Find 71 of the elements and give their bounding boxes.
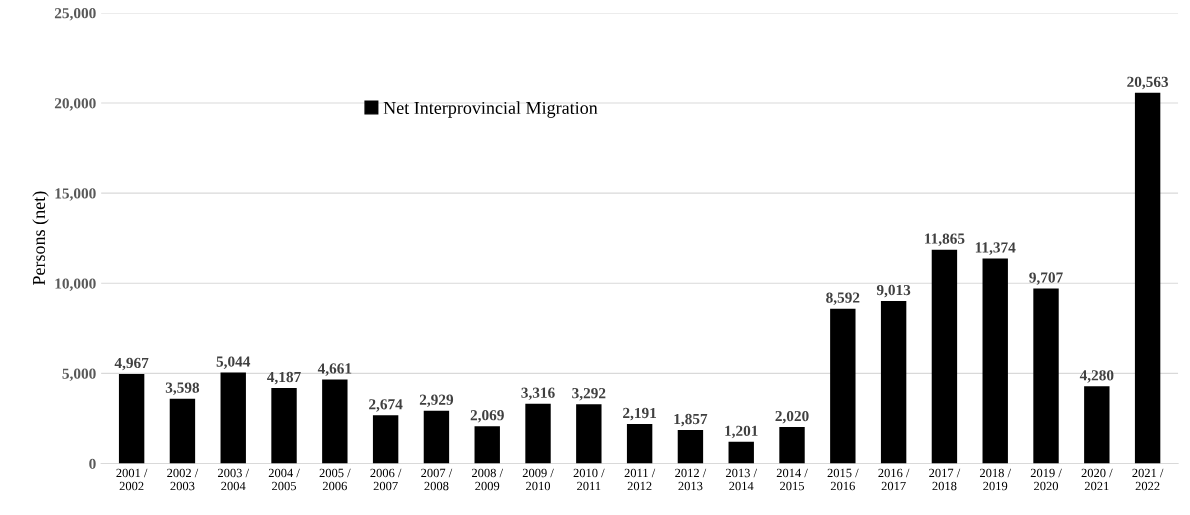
- x-tick-label: 2010 / 2011: [573, 468, 605, 491]
- x-tick-label: 2012 / 2013: [675, 468, 707, 491]
- x-tick-label: 2019 / 2020: [1030, 468, 1062, 491]
- bar: [982, 258, 1008, 464]
- text: 9,013: [876, 284, 911, 298]
- bar: [830, 308, 856, 464]
- x-tick-label: 2009 / 2010: [522, 468, 554, 491]
- text: 5,044: [216, 356, 251, 369]
- x-tick-label: 2021 / 2022: [1132, 468, 1164, 491]
- bar: [169, 398, 196, 464]
- bar: [474, 426, 500, 464]
- text: 4,280: [1079, 370, 1114, 383]
- text: 20,563: [1127, 76, 1169, 90]
- bar: [626, 424, 653, 464]
- y-tick-label: 5,000: [62, 368, 96, 382]
- x-tick-label: 2003 / 2004: [217, 468, 250, 491]
- x-tick-label: 2011 / 2012: [624, 468, 656, 491]
- bar: [271, 388, 297, 464]
- x-tick-label: 2002 / 2003: [167, 468, 199, 491]
- x-tick-label: 2020 / 2021: [1081, 468, 1113, 491]
- text: 9,707: [1029, 272, 1063, 285]
- bar: [220, 372, 246, 464]
- x-tick-label: 2007 / 2008: [421, 468, 453, 491]
- x-tick-label: 2016 / 2017: [878, 468, 910, 491]
- text: 2,020: [775, 410, 809, 424]
- bar: [576, 404, 602, 464]
- x-tick-label: 2015 / 2016: [827, 468, 859, 491]
- text: 4,967: [114, 357, 149, 371]
- x-tick-label: 2006 / 2007: [370, 468, 402, 491]
- y-tick-label: 0: [89, 458, 96, 469]
- x-tick-label: 2017 / 2018: [929, 468, 961, 491]
- text: 1,857: [674, 413, 708, 427]
- legend-label: Net Interprovincial Migration: [383, 101, 598, 118]
- text: 1,201: [725, 425, 758, 439]
- bar: [423, 410, 450, 464]
- bar: [779, 427, 805, 464]
- text: 3,316: [521, 387, 555, 401]
- y-tick-label: 10,000: [55, 278, 96, 291]
- text: 4,187: [267, 371, 301, 385]
- text: 11,865: [925, 233, 965, 246]
- x-tick-label: 2004 / 2005: [268, 468, 300, 491]
- text: 3,292: [572, 388, 606, 401]
- bar: [931, 249, 958, 464]
- bar: [728, 441, 754, 464]
- y-axis-title: Persons (net): [32, 191, 49, 286]
- bar: [1134, 92, 1161, 464]
- x-tick-label: 2013 / 2014: [725, 468, 758, 491]
- bar: [677, 430, 704, 464]
- text: 3,598: [165, 382, 200, 395]
- x-tick-label: 2005 / 2006: [319, 468, 351, 491]
- bar: [525, 403, 551, 464]
- x-tick-label: 2001 / 2002: [116, 468, 148, 491]
- text: 2,191: [623, 407, 657, 421]
- text: 2,674: [369, 399, 403, 412]
- bar: [322, 379, 348, 464]
- bar: [372, 415, 399, 464]
- y-tick-label: 25,000: [54, 8, 96, 21]
- x-tick-label: 2008 / 2009: [471, 468, 504, 491]
- text: 2,929: [419, 394, 454, 408]
- text: 11,374: [975, 242, 1016, 255]
- y-tick-label: 20,000: [54, 98, 96, 111]
- bar: [118, 373, 145, 464]
- text: 2,069: [470, 410, 504, 423]
- y-tick-label: 15,000: [55, 188, 96, 201]
- bar: [1033, 288, 1059, 464]
- x-tick-label: 2018 / 2019: [979, 468, 1012, 491]
- text: 8,592: [826, 292, 860, 305]
- bar: [880, 301, 907, 464]
- text: 4,661: [317, 363, 352, 376]
- bar: [1084, 386, 1110, 464]
- x-tick-label: 2014 / 2015: [776, 468, 808, 491]
